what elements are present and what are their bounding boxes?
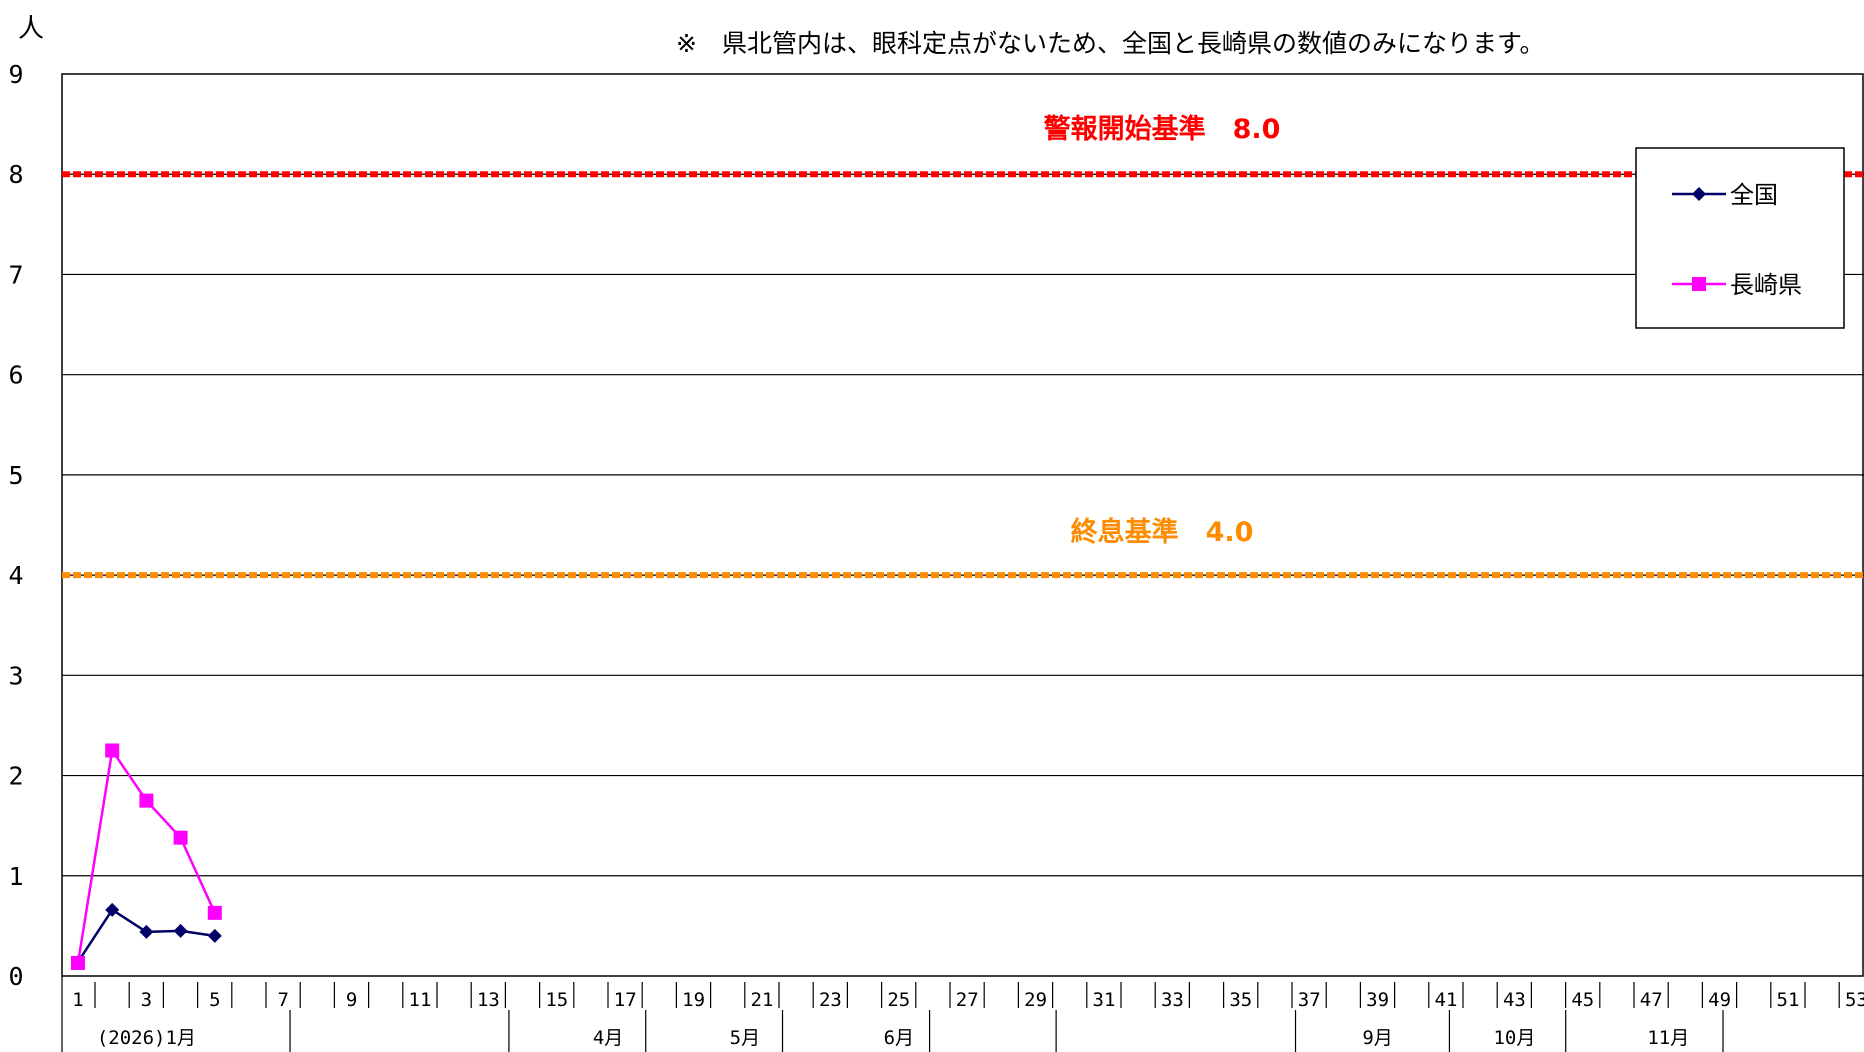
- x-tick-label: 35: [1229, 989, 1252, 1011]
- x-tick-label: 1: [72, 989, 83, 1011]
- x-tick-label: 15: [545, 989, 568, 1011]
- x-tick-label: 29: [1024, 989, 1047, 1011]
- y-tick-label: 5: [8, 461, 23, 490]
- legend-marker: [1692, 187, 1706, 201]
- x-tick-label: 25: [887, 989, 910, 1011]
- x-tick-label: 51: [1777, 989, 1800, 1011]
- x-tick-label: 49: [1708, 989, 1731, 1011]
- data-point: [207, 928, 222, 943]
- y-tick-label: 8: [8, 160, 23, 189]
- x-tick-label: 19: [682, 989, 705, 1011]
- legend-label: 長崎県: [1730, 271, 1802, 299]
- legend-marker: [1692, 277, 1706, 291]
- y-tick-label: 9: [8, 60, 23, 89]
- x-tick-label: 17: [614, 989, 637, 1011]
- x-tick-label: 53: [1845, 989, 1864, 1011]
- x-tick-label: 41: [1435, 989, 1458, 1011]
- x-tick-label: 37: [1298, 989, 1321, 1011]
- x-tick-label: 45: [1571, 989, 1594, 1011]
- legend-box: [1635, 147, 1845, 329]
- month-label: 6月: [884, 1027, 914, 1049]
- x-tick-label: 13: [477, 989, 500, 1011]
- chart-note: ※ 県北管内は、眼科定点がないため、全国と長崎県の数値のみになります。: [676, 29, 1545, 58]
- x-tick-label: 33: [1161, 989, 1184, 1011]
- data-point: [207, 905, 222, 920]
- x-tick-label: 5: [209, 989, 220, 1011]
- plot-frame: [61, 73, 1864, 977]
- reference-line-label: 警報開始基準 8.0: [1044, 113, 1281, 145]
- month-label: 5月: [730, 1027, 760, 1049]
- x-tick-label: 27: [956, 989, 979, 1011]
- data-point: [71, 955, 85, 970]
- x-tick-label: 39: [1366, 989, 1389, 1011]
- data-point: [105, 743, 120, 758]
- x-tick-label: 3: [141, 989, 152, 1011]
- y-axis-unit: 人: [18, 14, 45, 44]
- x-tick-label: 7: [277, 989, 288, 1011]
- month-label: 11月: [1647, 1027, 1689, 1049]
- y-tick-label: 3: [8, 661, 23, 690]
- x-tick-label: 21: [751, 989, 774, 1011]
- x-tick-label: 31: [1093, 989, 1116, 1011]
- month-label: 9月: [1362, 1027, 1392, 1049]
- reference-line-label: 終息基準 4.0: [1071, 516, 1254, 548]
- y-tick-label: 2: [8, 762, 23, 791]
- x-tick-label: 47: [1640, 989, 1663, 1011]
- x-tick-label: 43: [1503, 989, 1526, 1011]
- legend-label: 全国: [1730, 181, 1778, 209]
- data-point: [173, 830, 188, 845]
- y-tick-label: 4: [8, 561, 23, 590]
- x-tick-label: 11: [409, 989, 432, 1011]
- month-label: 10月: [1493, 1027, 1535, 1049]
- x-tick-label: 9: [346, 989, 357, 1011]
- y-tick-label: 7: [8, 260, 23, 289]
- month-label: 4月: [593, 1027, 623, 1049]
- data-point: [139, 924, 154, 939]
- x-tick-label: 23: [819, 989, 842, 1011]
- y-tick-label: 6: [8, 361, 23, 390]
- data-point: [139, 793, 154, 808]
- data-point: [173, 923, 188, 938]
- y-tick-label: 1: [8, 862, 23, 891]
- y-tick-label: 0: [8, 962, 23, 991]
- data-point: [105, 902, 120, 917]
- month-label: (2026)1月: [97, 1027, 196, 1049]
